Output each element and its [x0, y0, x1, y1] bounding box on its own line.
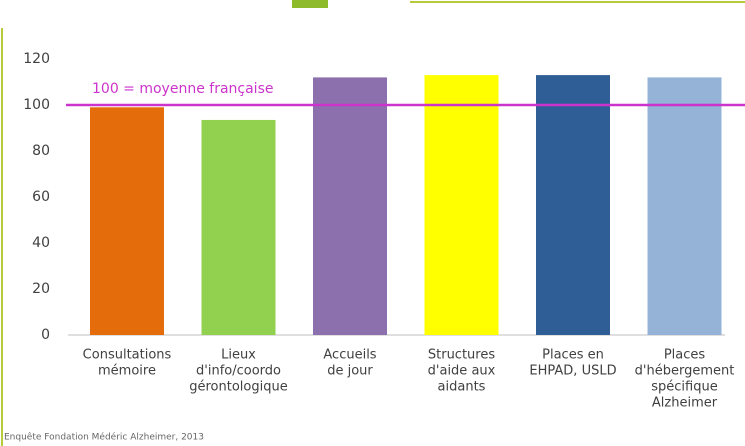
x-tick-label: Consultations [83, 348, 172, 363]
title-fragment [292, 0, 328, 8]
y-tick-label: 20 [32, 281, 50, 297]
bar [647, 77, 722, 336]
y-tick-label: 80 [32, 143, 50, 159]
y-tick-label: 100 [23, 97, 50, 113]
y-tick-label: 120 [23, 51, 50, 67]
x-tick-label: aidants [438, 380, 486, 395]
bar [313, 77, 387, 336]
bar [424, 75, 499, 335]
x-tick-label: Places en [542, 348, 604, 363]
source: Enquête Fondation Médéric Alzheimer, 201… [4, 432, 204, 443]
y-tick-label: 40 [32, 235, 50, 251]
y-tick-label: 60 [32, 189, 50, 205]
bar [90, 107, 164, 335]
x-tick-label: d'aide aux [428, 364, 496, 379]
bar [201, 119, 276, 335]
x-tick-label: spécifique [651, 380, 717, 395]
bar [536, 75, 610, 335]
x-tick-label: Places [664, 348, 706, 363]
x-tick-label: Alzheimer [652, 396, 718, 411]
x-tick-label: Lieux [221, 348, 256, 363]
x-tick-label: d'info/coordo [196, 364, 281, 379]
x-tick-label: EHPAD, USLD [529, 364, 616, 379]
y-tick-label: 0 [41, 327, 50, 343]
x-tick-label: de jour [327, 364, 373, 379]
reference-label: 100 = moyenne française [92, 81, 273, 97]
x-tick-label: mémoire [98, 364, 156, 379]
x-tick-label: d'hébergement [635, 364, 735, 379]
x-tick-label: gérontologique [189, 380, 287, 395]
x-tick-label: Structures [428, 348, 495, 363]
x-tick-label: Accueils [323, 348, 376, 363]
